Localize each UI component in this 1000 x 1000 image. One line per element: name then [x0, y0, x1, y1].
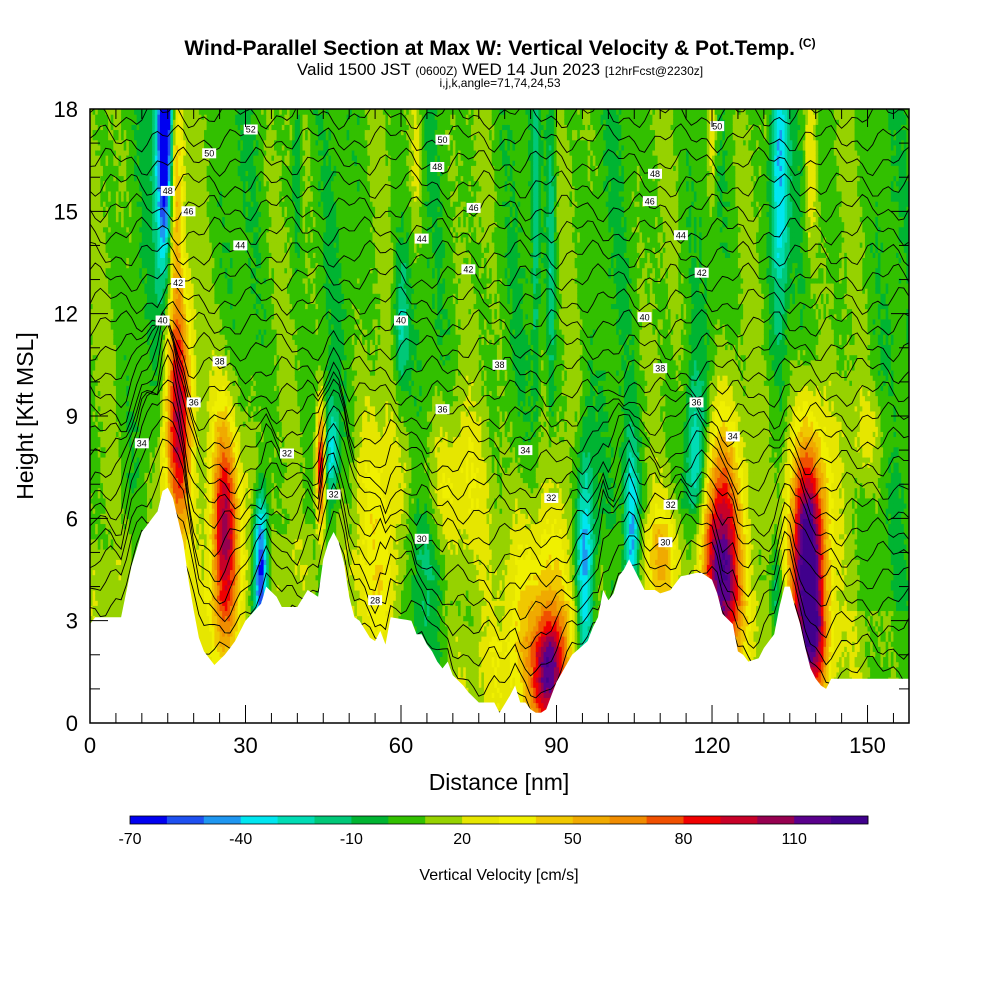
cross-section-chart: 5250505048484846 46464444 444242 4240 40 4038…	[0, 0, 1000, 1000]
